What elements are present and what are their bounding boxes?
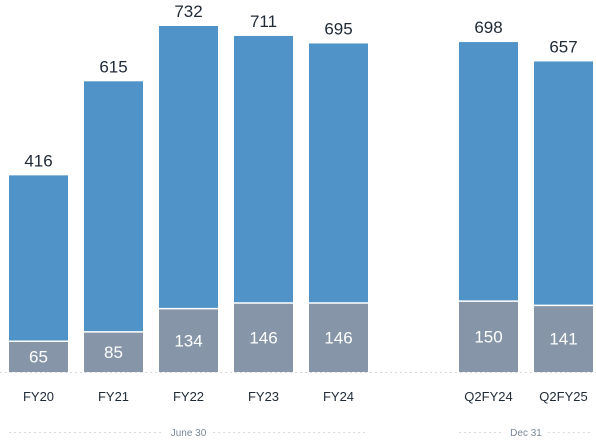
labels-layer: 416 65 FY20 615 85 FY21 732 134 FY22 711 146 FY23 69…	[23, 2, 588, 404]
group-label-0: June 30	[171, 428, 207, 439]
bar-base-q2fy25	[534, 305, 593, 372]
bar-base-fy20	[9, 341, 68, 372]
category-label-fy21: FY21	[98, 389, 129, 404]
bar-top-q2fy25	[534, 61, 593, 306]
base-label-q2fy25: 141	[549, 330, 577, 349]
total-label-fy20: 416	[24, 151, 52, 170]
base-label-fy21: 85	[104, 343, 123, 362]
bar-top-fy22	[159, 26, 218, 309]
base-label-fy23: 146	[249, 328, 277, 347]
bar-top-fy20	[9, 175, 68, 342]
category-label-fy22: FY22	[173, 389, 204, 404]
bar-top-q2fy24	[459, 42, 518, 302]
total-label-fy24: 695	[324, 19, 352, 38]
bar-base-fy23	[234, 302, 293, 372]
bar-top-fy21	[84, 81, 143, 332]
category-label-fy24: FY24	[323, 389, 354, 404]
group-labels-layer: June 30 Dec 31	[9, 428, 593, 439]
category-label-fy23: FY23	[248, 389, 279, 404]
bar-base-fy22	[159, 308, 218, 372]
category-label-fy20: FY20	[23, 389, 54, 404]
category-label-q2fy25: Q2FY25	[539, 389, 587, 404]
total-label-q2fy25: 657	[549, 37, 577, 56]
base-label-fy24: 146	[324, 328, 352, 347]
bar-base-fy24	[309, 302, 368, 372]
bar-top-fy24	[309, 43, 368, 303]
bar-base-fy21	[84, 331, 143, 372]
total-label-q2fy24: 698	[474, 18, 502, 37]
total-label-fy23: 711	[250, 12, 277, 31]
group-label-1: Dec 31	[510, 428, 542, 439]
total-label-fy21: 615	[99, 57, 127, 76]
bar-top-fy23	[234, 35, 293, 303]
total-label-fy22: 732	[174, 2, 202, 21]
bar-base-q2fy24	[459, 301, 518, 372]
base-label-fy22: 134	[174, 331, 202, 350]
category-label-q2fy24: Q2FY24	[464, 389, 512, 404]
base-label-fy20: 65	[29, 348, 48, 367]
bars-layer	[9, 26, 593, 372]
base-label-q2fy24: 150	[474, 328, 502, 347]
